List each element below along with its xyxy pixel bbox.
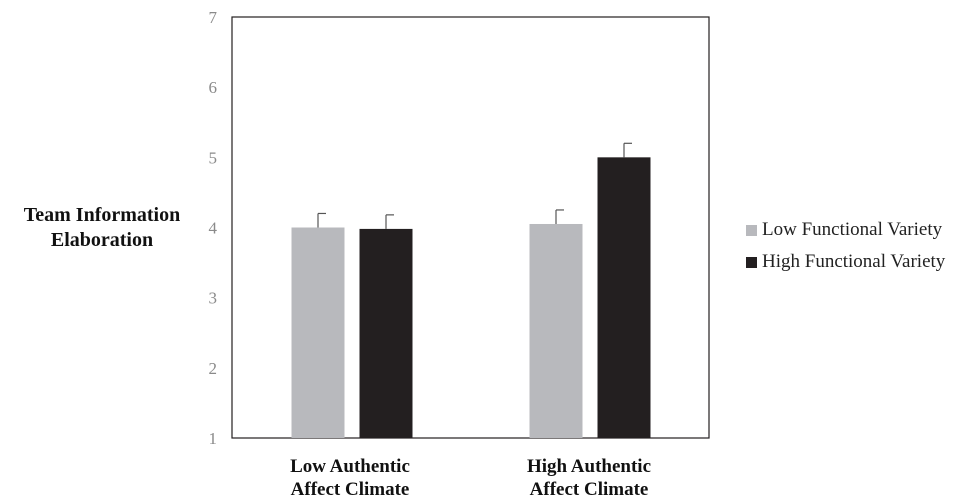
bar-series1-cat0	[359, 228, 413, 438]
y-axis-label-text: Team Information Elaboration	[23, 204, 181, 251]
x-category-label-high: High Authentic Affect Climate	[489, 455, 689, 501]
x-category-label-low-line1: Low Authentic	[290, 456, 410, 477]
bar-series1-cat1	[597, 157, 651, 439]
x-category-label-low-line2: Affect Climate	[290, 479, 410, 500]
legend-item-high-functional-variety: High Functional Variety	[746, 251, 946, 272]
bar-series0-cat1	[529, 223, 583, 438]
y-tick-label-2: 2	[209, 359, 218, 378]
legend-label-high-functional-variety: High Functional Variety	[762, 251, 946, 272]
legend-item-low-functional-variety: Low Functional Variety	[746, 219, 945, 240]
x-category-label-high-line2: Affect Climate	[529, 479, 649, 500]
y-tick-label-3: 3	[209, 289, 218, 308]
y-tick-label-7: 7	[209, 8, 218, 27]
y-tick-label-6: 6	[209, 78, 218, 97]
plot-frame	[231, 16, 710, 439]
legend: Low Functional Variety High Functional V…	[746, 219, 946, 284]
bar-series0-cat0	[291, 227, 345, 438]
y-tick-label-5: 5	[209, 148, 218, 167]
y-axis-label: Team Information Elaboration	[4, 203, 200, 253]
x-category-label-low: Low Authentic Affect Climate	[250, 455, 450, 501]
legend-swatch-high-functional-variety	[746, 256, 757, 268]
legend-swatch-low-functional-variety	[746, 224, 757, 236]
y-tick-label-1: 1	[209, 429, 218, 448]
y-tick-label-4: 4	[209, 219, 218, 238]
x-category-label-high-line1: High Authentic	[526, 456, 652, 477]
legend-label-low-functional-variety: Low Functional Variety	[762, 219, 943, 240]
